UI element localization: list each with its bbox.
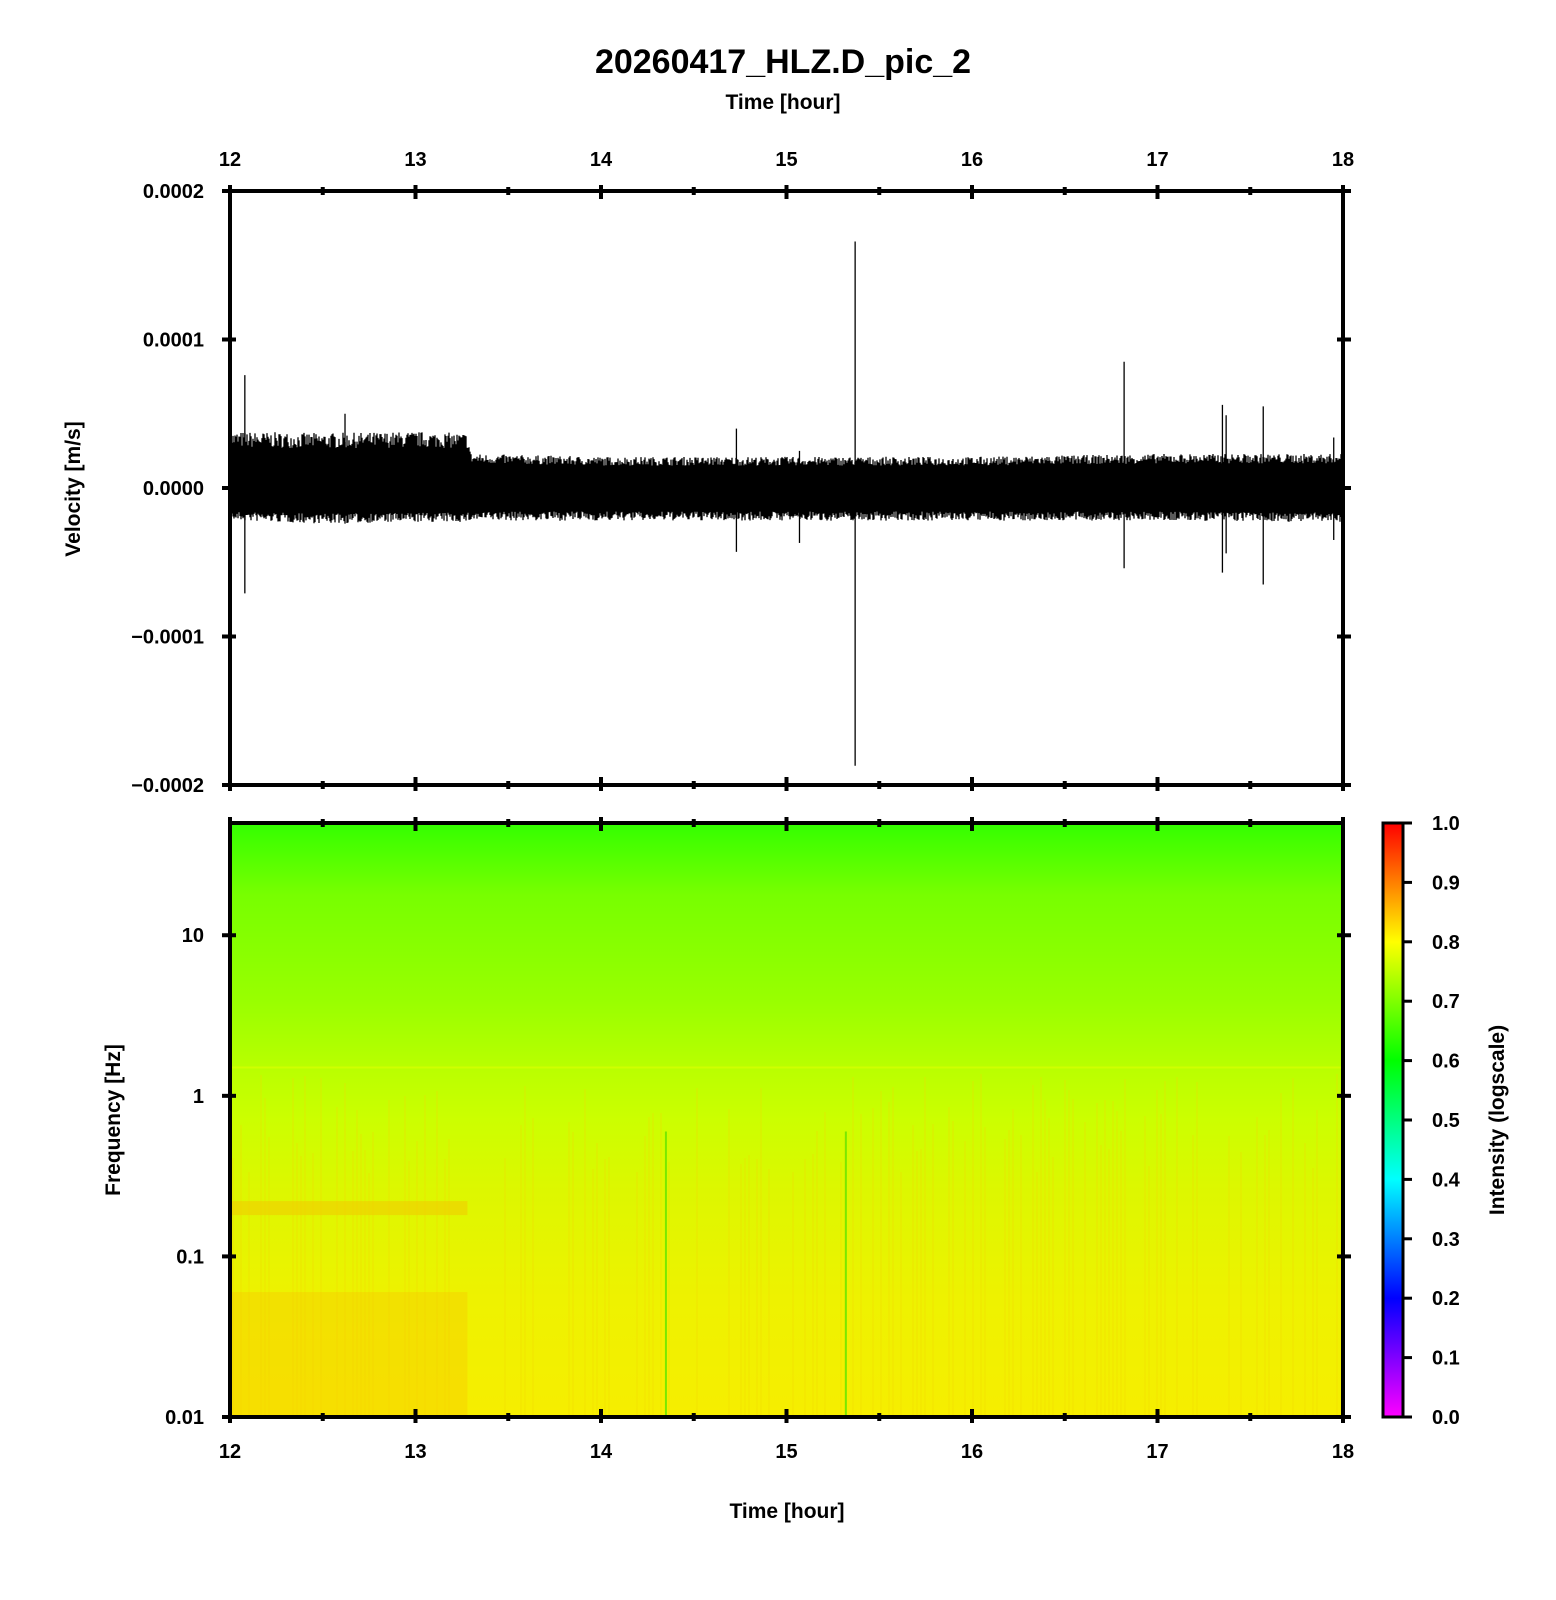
frequency-tick-label: 1 — [193, 1086, 204, 1108]
colorbar-label: Intensity (logscale) — [1486, 1025, 1509, 1215]
spectrogram-microseism-band — [230, 1201, 468, 1216]
spectrogram-early-low-frequency — [230, 1292, 468, 1417]
bottom-x-tick-label: 17 — [1146, 1441, 1168, 1463]
chart-title: 20260417_HLZ.D_pic_2 — [595, 43, 971, 81]
waveform-ticks: 12 13 14 15 16 17 18 0.0002 0.0001 0.0000 −0.0001 −… — [131, 149, 1354, 797]
colorbar-tick-label: 0.0 — [1432, 1407, 1460, 1429]
colorbar-tick-label: 0.1 — [1432, 1348, 1460, 1370]
bottom-x-tick-label: 13 — [404, 1441, 426, 1463]
spectrogram-texture — [230, 1066, 1343, 1417]
velocity-axis-label: Velocity [m/s] — [62, 421, 85, 556]
colorbar-tick-label: 0.8 — [1432, 932, 1460, 954]
frequency-tick-label: 10 — [182, 925, 204, 947]
colorbar-tick-label: 0.5 — [1432, 1110, 1460, 1132]
top-x-tick-label: 17 — [1146, 149, 1168, 171]
bottom-x-axis-label: Time [hour] — [729, 1500, 844, 1523]
top-x-tick-label: 12 — [219, 149, 241, 171]
waveform-trace — [230, 241, 1342, 766]
frequency-tick-label: 0.1 — [176, 1246, 204, 1268]
velocity-tick-label: −0.0001 — [131, 627, 204, 649]
colorbar: 1.0 0.9 0.8 0.7 0.6 0.5 0.4 0.3 0.2 0.1 0.0 Intens… — [1381, 813, 1509, 1429]
frequency-tick-label: 0.01 — [165, 1407, 204, 1429]
colorbar-tick-label: 0.7 — [1432, 991, 1460, 1013]
bottom-x-tick-label: 14 — [590, 1441, 613, 1463]
top-x-axis-label: Time [hour] — [725, 91, 840, 114]
velocity-tick-label: 0.0001 — [143, 330, 204, 352]
bottom-x-tick-label: 12 — [219, 1441, 241, 1463]
colorbar-tick-label: 0.4 — [1432, 1169, 1461, 1191]
colorbar-tick-label: 0.3 — [1432, 1229, 1460, 1251]
colorbar-tick-label: 0.9 — [1432, 872, 1460, 894]
colorbar-tick-label: 0.2 — [1432, 1288, 1460, 1310]
bottom-x-tick-label: 18 — [1332, 1441, 1354, 1463]
spectrogram-vertical-streaks — [232, 1074, 1338, 1417]
colorbar-ticks: 1.0 0.9 0.8 0.7 0.6 0.5 0.4 0.3 0.2 0.1 0.0 — [1403, 813, 1461, 1429]
waveform-panel: 12 13 14 15 16 17 18 0.0002 0.0001 0.0000 −0.0001 −… — [62, 149, 1354, 797]
bottom-x-tick-label: 16 — [961, 1441, 983, 1463]
bottom-x-tick-label: 15 — [775, 1441, 797, 1463]
spectrogram-ticks: 12 13 14 15 16 17 18 10 1 0.1 0.01 — [165, 817, 1354, 1463]
colorbar-gradient — [1383, 823, 1403, 1417]
colorbar-tick-label: 1.0 — [1432, 813, 1460, 835]
spectrogram-image — [230, 823, 1343, 1417]
top-x-tick-label: 15 — [775, 149, 797, 171]
velocity-tick-label: 0.0002 — [143, 181, 204, 203]
colorbar-tick-label: 0.6 — [1432, 1051, 1460, 1073]
top-x-tick-label: 16 — [961, 149, 983, 171]
velocity-tick-label: 0.0000 — [143, 478, 204, 500]
frequency-axis-label: Frequency [Hz] — [102, 1044, 125, 1196]
waveform-noise-band — [230, 432, 1342, 524]
top-x-tick-label: 14 — [590, 149, 613, 171]
velocity-tick-label: −0.0002 — [131, 775, 204, 797]
top-x-tick-label: 18 — [1332, 149, 1354, 171]
top-x-tick-label: 13 — [404, 149, 426, 171]
